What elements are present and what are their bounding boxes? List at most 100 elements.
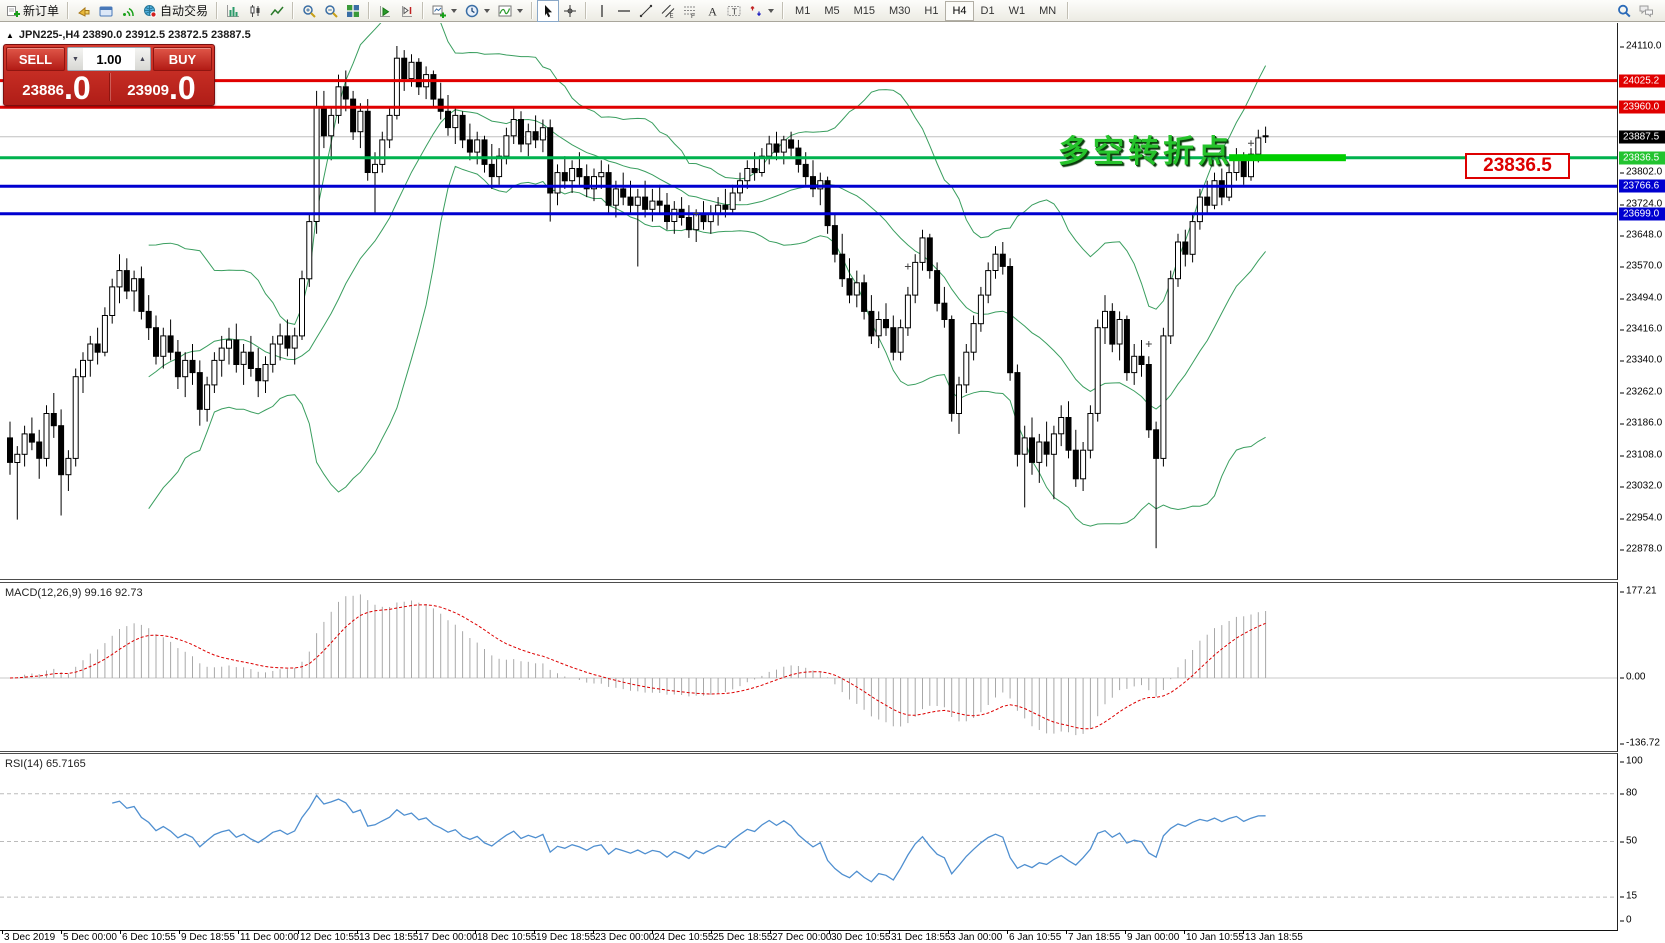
timeframe-w1-button[interactable]: W1 <box>1008 4 1026 17</box>
volume-input[interactable] <box>83 48 135 70</box>
trendline-button[interactable] <box>635 0 657 22</box>
candle[interactable] <box>1160 327 1167 467</box>
candle[interactable] <box>1043 421 1050 467</box>
candle[interactable] <box>525 123 532 157</box>
candle[interactable] <box>744 160 751 189</box>
candle[interactable] <box>189 344 196 385</box>
candle[interactable] <box>1182 229 1189 267</box>
rsi-axis[interactable]: 100 80 50 15 0 <box>1619 753 1665 931</box>
candle[interactable] <box>831 213 838 263</box>
candle[interactable] <box>233 323 240 373</box>
text-button[interactable]: A <box>701 0 723 22</box>
new-chart-button[interactable] <box>428 0 461 22</box>
candle[interactable] <box>291 327 298 365</box>
timeframe-h4-button[interactable]: H4 <box>945 0 974 21</box>
candle[interactable] <box>284 319 291 357</box>
candle[interactable] <box>605 164 612 214</box>
candle[interactable] <box>1189 213 1196 263</box>
label-button[interactable]: T <box>723 0 745 22</box>
candle[interactable] <box>634 188 641 267</box>
candle[interactable] <box>788 131 795 157</box>
candle[interactable] <box>773 131 780 161</box>
candle[interactable] <box>299 270 305 340</box>
candle[interactable] <box>620 172 627 206</box>
candle[interactable] <box>1029 417 1035 475</box>
search-button[interactable] <box>1613 0 1635 22</box>
vline-button[interactable] <box>591 0 613 22</box>
candle[interactable] <box>598 160 605 189</box>
candle[interactable] <box>28 417 35 451</box>
candle[interactable] <box>262 356 269 393</box>
candle[interactable] <box>445 95 451 136</box>
candle[interactable] <box>1058 405 1065 447</box>
object-anchor-icon[interactable] <box>1145 341 1152 347</box>
candle[interactable] <box>43 405 50 467</box>
indicators-button[interactable] <box>494 0 527 22</box>
signal-button[interactable] <box>117 0 139 22</box>
object-anchor-icon[interactable] <box>693 210 700 217</box>
candle[interactable] <box>1094 319 1101 422</box>
candle[interactable] <box>226 327 232 365</box>
candle[interactable] <box>211 352 218 393</box>
candle[interactable] <box>342 70 349 112</box>
fibonacci-button[interactable]: F <box>679 0 701 22</box>
candle[interactable] <box>87 335 94 377</box>
sell-price[interactable]: 23886.0 <box>22 69 91 106</box>
rsi-pane[interactable]: RSI(14) 65.7165 <box>0 753 1618 931</box>
candle[interactable] <box>897 319 904 361</box>
candle[interactable] <box>583 164 590 198</box>
candle[interactable] <box>1131 344 1138 385</box>
dropdown-arrow-icon[interactable] <box>484 8 491 13</box>
candle[interactable] <box>466 123 473 161</box>
hline-button[interactable] <box>613 0 635 22</box>
chart-shift-button[interactable] <box>396 0 418 22</box>
candle[interactable] <box>138 266 145 320</box>
candle[interactable] <box>700 201 707 230</box>
candle[interactable] <box>306 213 313 287</box>
candle[interactable] <box>1138 340 1145 377</box>
candle[interactable] <box>277 323 284 361</box>
candle[interactable] <box>1021 425 1028 508</box>
candle[interactable] <box>21 425 28 467</box>
candle[interactable] <box>853 270 860 308</box>
candle[interactable] <box>1211 172 1218 210</box>
candle[interactable] <box>649 188 656 222</box>
date-axis[interactable]: 3 Dec 2019 5 Dec 00:00 6 Dec 10:55 9 Dec 18… <box>0 930 1618 943</box>
candle[interactable] <box>50 393 57 438</box>
price-tag-label[interactable]: 23836.5 <box>1465 153 1570 179</box>
timeframe-d1-button[interactable]: D1 <box>980 4 995 17</box>
chart-line-button[interactable] <box>266 0 288 22</box>
candle[interactable] <box>999 242 1006 275</box>
candle[interactable] <box>766 135 773 165</box>
candle[interactable] <box>459 111 466 149</box>
candle[interactable] <box>1014 364 1021 467</box>
macd-axis[interactable]: 177.21 0.00 -136.72 <box>1619 582 1665 752</box>
candle[interactable] <box>678 197 685 226</box>
candle[interactable] <box>123 258 130 300</box>
candle[interactable] <box>510 107 517 144</box>
candle[interactable] <box>437 82 444 120</box>
candle[interactable] <box>685 205 692 238</box>
arrows-button[interactable] <box>745 0 778 22</box>
candle[interactable] <box>561 156 568 189</box>
candle[interactable] <box>364 99 371 181</box>
candle[interactable] <box>101 307 108 357</box>
candle[interactable] <box>839 233 846 287</box>
candle[interactable] <box>240 344 247 385</box>
object-anchor-icon[interactable] <box>904 263 911 270</box>
channel-button[interactable]: E <box>657 0 679 22</box>
candle[interactable] <box>890 315 897 361</box>
timeframe-m30-button[interactable]: M30 <box>889 4 911 17</box>
candle[interactable] <box>58 409 65 516</box>
candle[interactable] <box>956 376 962 434</box>
candle[interactable] <box>320 90 327 149</box>
candle[interactable] <box>1153 421 1160 549</box>
candle[interactable] <box>328 107 335 161</box>
candle[interactable] <box>780 135 787 165</box>
candle[interactable] <box>875 311 882 349</box>
main-chart-pane[interactable]: ▲ JPN225-,H4 23890.0 23912.5 23872.5 238… <box>0 23 1618 580</box>
candle[interactable] <box>1102 295 1108 344</box>
candle[interactable] <box>1123 315 1130 381</box>
candle[interactable] <box>94 327 101 365</box>
candle[interactable] <box>715 197 722 226</box>
